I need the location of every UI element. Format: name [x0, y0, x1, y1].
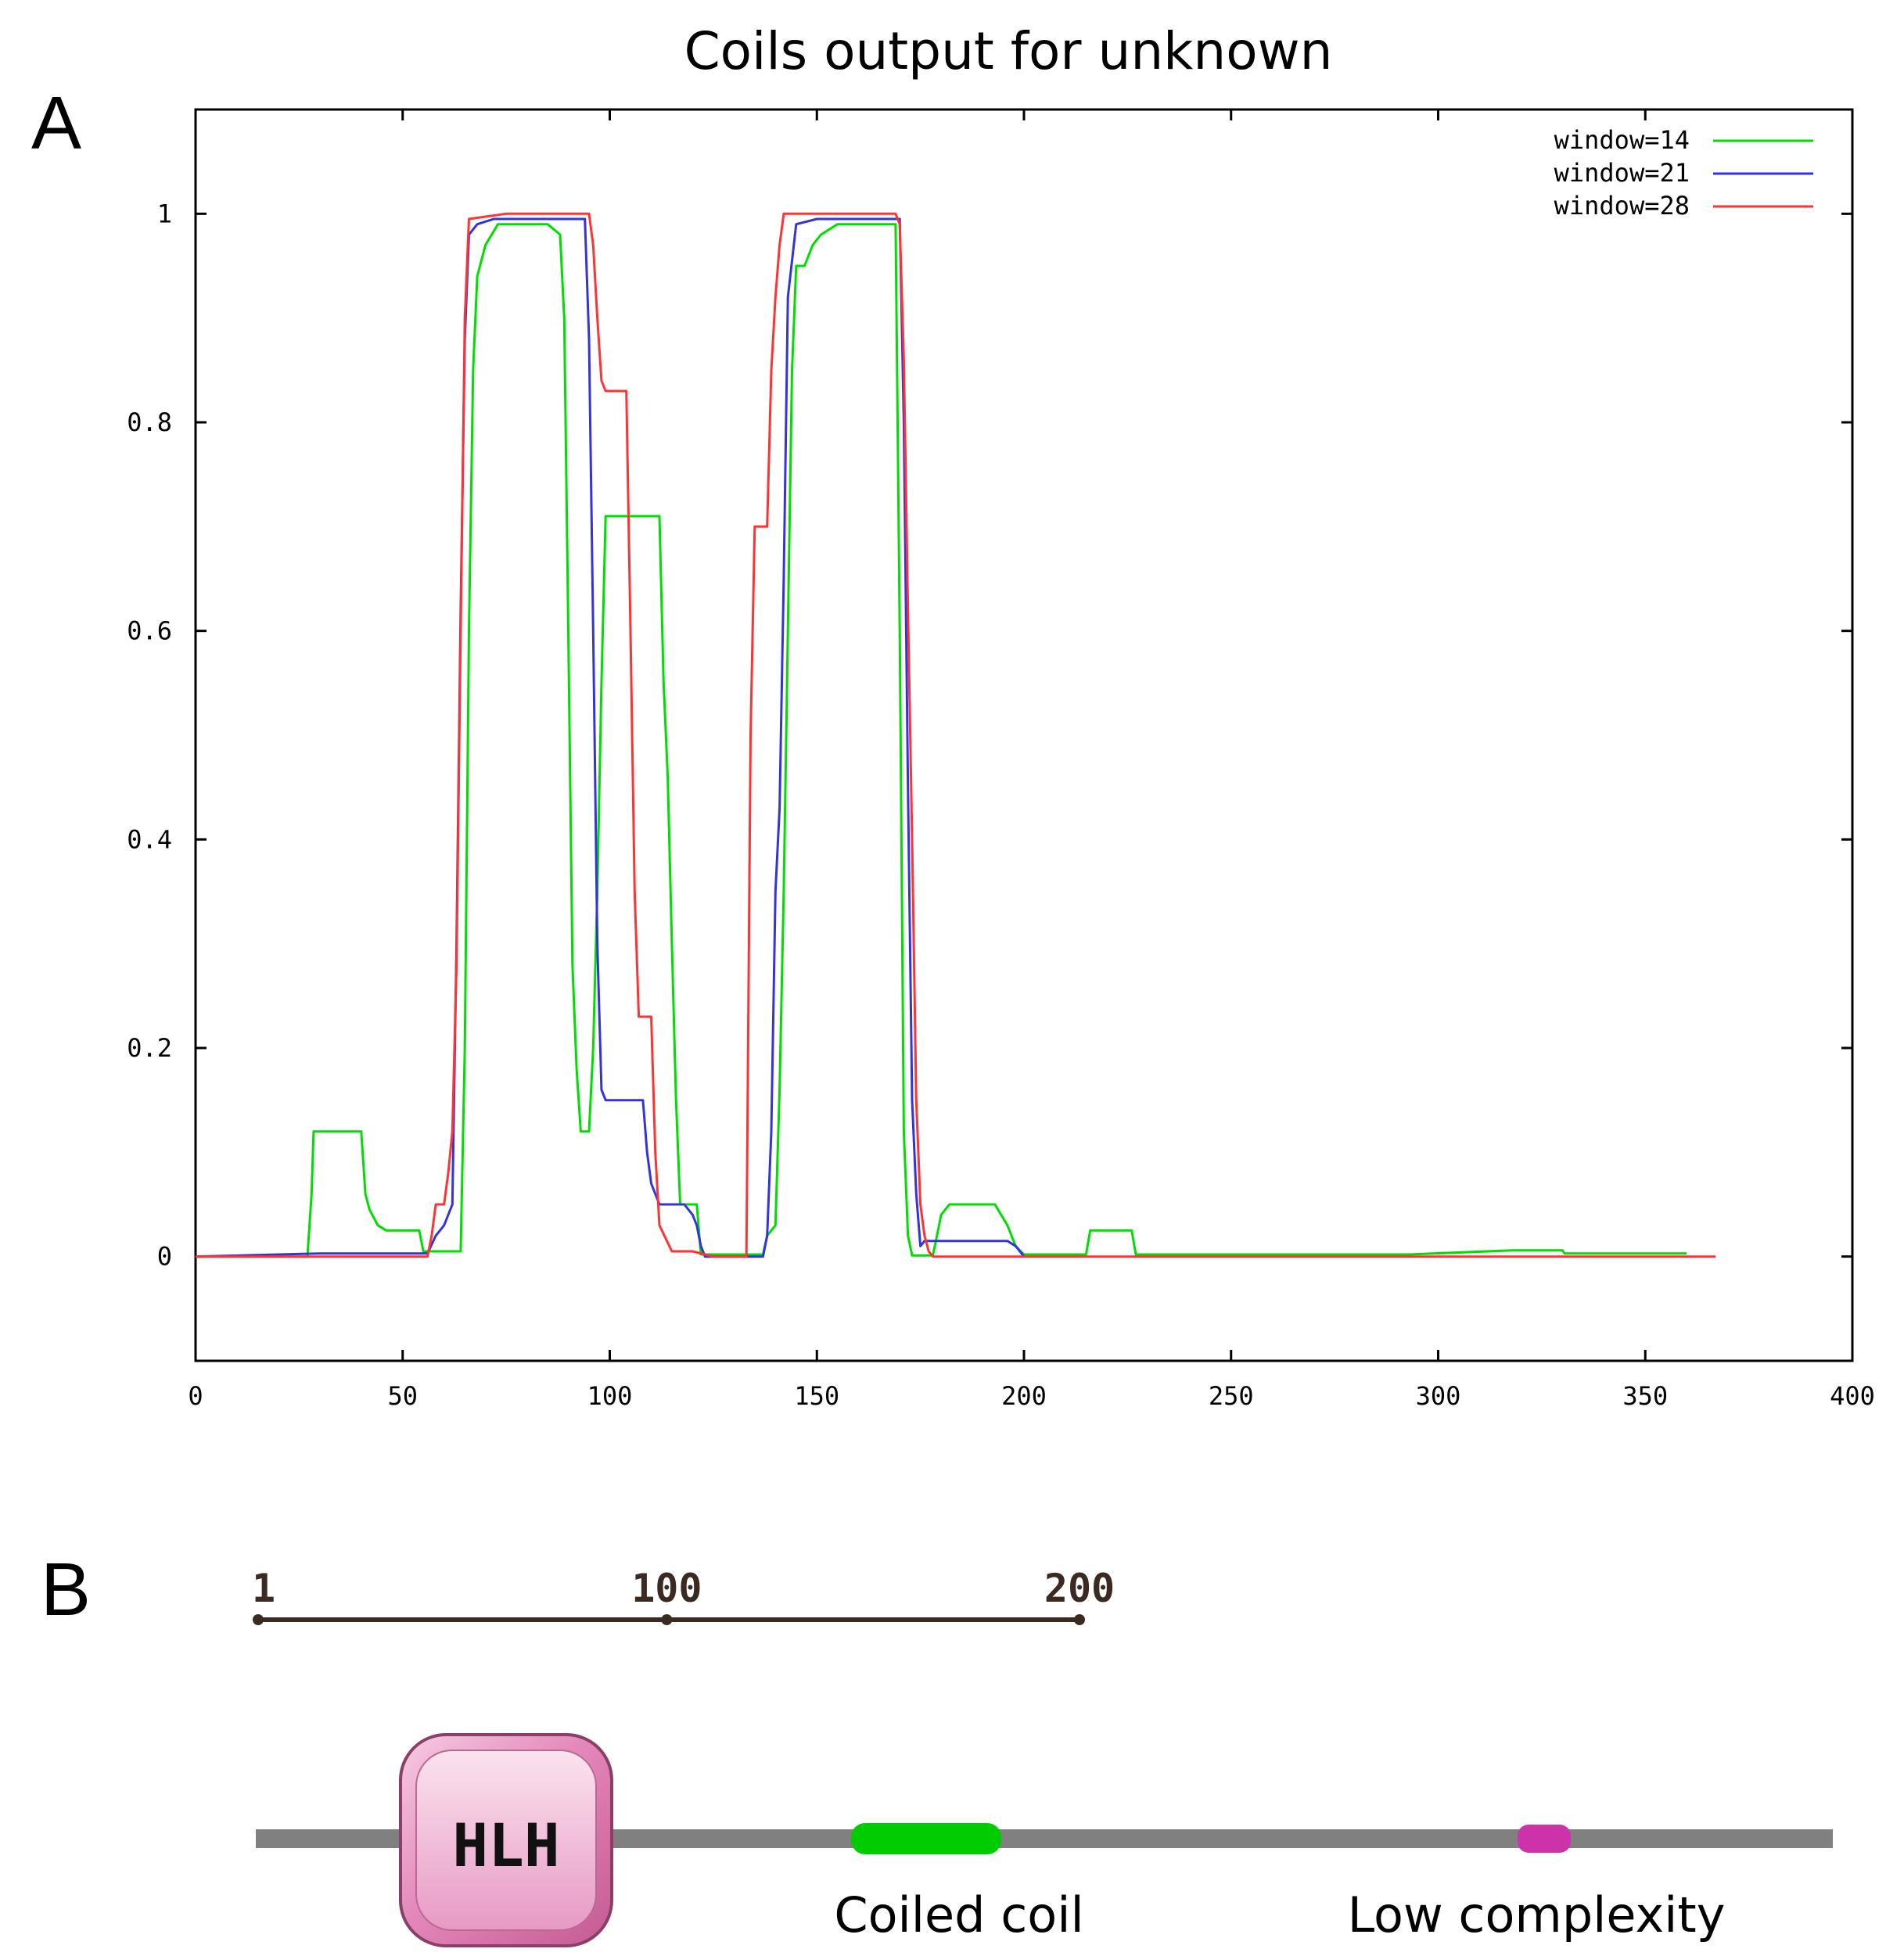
series-line-3 [196, 212, 1716, 1258]
coiled-coil-segment [851, 1823, 1001, 1854]
x-tick-label: 250 [1209, 1381, 1254, 1411]
scale-bar-tick [1074, 1614, 1085, 1625]
scale-bar-label: 200 [1044, 1566, 1115, 1611]
x-tick-label: 150 [794, 1381, 839, 1411]
chart-title: Coils output for unknown [684, 21, 1333, 81]
series-line-1 [196, 223, 1687, 1258]
panel-b-letter: B [41, 1548, 91, 1631]
chart-area: 0 50 100 150 200 250 300 350 400 0 0.2 0.4 0.6 0.8 1 w… [127, 108, 1875, 1411]
x-tick-label: 300 [1416, 1381, 1461, 1411]
y-tick-label: 0.8 [127, 407, 172, 437]
x-tick-label: 200 [1001, 1381, 1047, 1411]
y-tick-label: 1 [157, 199, 172, 228]
panel-a-letter: A [31, 81, 81, 165]
x-tick-label: 400 [1830, 1381, 1875, 1411]
low-complexity-label: Low complexity [1348, 1886, 1726, 1943]
plot-frame [194, 108, 1854, 1362]
x-tick-label: 0 [188, 1381, 203, 1411]
y-tick-label: 0 [157, 1242, 172, 1272]
legend-label: window=21 [1554, 158, 1690, 188]
legend-label: window=14 [1554, 125, 1690, 155]
axis-ticks [194, 109, 1854, 1361]
scale-bar-label: 1 [252, 1566, 275, 1611]
protein-diagram: HLH Coiled coil Low complexity [256, 1733, 1833, 1947]
low-complexity-segment [1518, 1825, 1571, 1853]
x-tick-label: 100 [587, 1381, 633, 1411]
series-lines [195, 212, 1716, 1258]
y-tick-label: 0.6 [127, 616, 172, 646]
x-tick-label: 350 [1622, 1381, 1668, 1411]
hlh-domain: HLH [399, 1733, 613, 1947]
scale-bar-tick [661, 1614, 673, 1625]
y-tick-label: 0.4 [127, 824, 172, 854]
x-tick-label: 50 [387, 1381, 418, 1411]
axis-tick-labels: 0 50 100 150 200 250 300 350 400 0 0.2 0.4 0.6 0.8 1 [127, 199, 1875, 1411]
scale-bar-label: 100 [631, 1566, 702, 1611]
scale-bar-tick [253, 1614, 264, 1625]
scale-bar: 1 100 200 [252, 1566, 1115, 1625]
hlh-label: HLH [452, 1811, 559, 1880]
y-tick-label: 0.2 [127, 1033, 172, 1063]
legend-label: window=28 [1554, 191, 1690, 221]
coiled-coil-label: Coiled coil [834, 1886, 1083, 1943]
